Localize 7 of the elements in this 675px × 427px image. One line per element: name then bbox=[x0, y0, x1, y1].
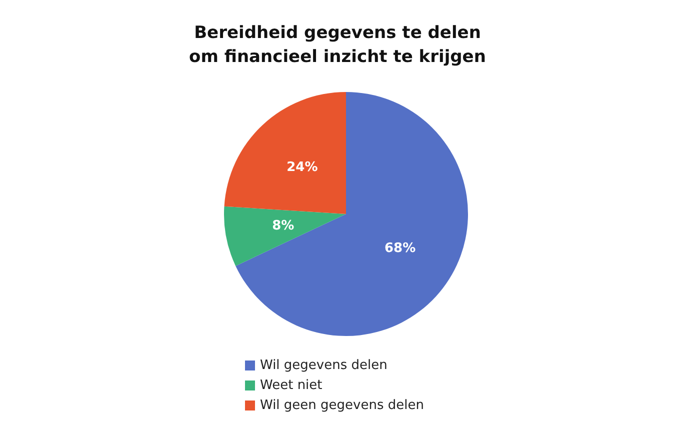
data-label: 24% bbox=[286, 160, 318, 175]
legend-label: Wil gegevens delen bbox=[260, 358, 388, 373]
chart-title: Bereidheid gegevens te delen om financieel inzicht te krijgen bbox=[189, 23, 486, 67]
legend-label: Wil geen gegevens delen bbox=[260, 398, 424, 413]
legend-label: Weet niet bbox=[260, 378, 322, 393]
data-label: 8% bbox=[272, 218, 294, 234]
data-label: 68% bbox=[384, 240, 416, 256]
